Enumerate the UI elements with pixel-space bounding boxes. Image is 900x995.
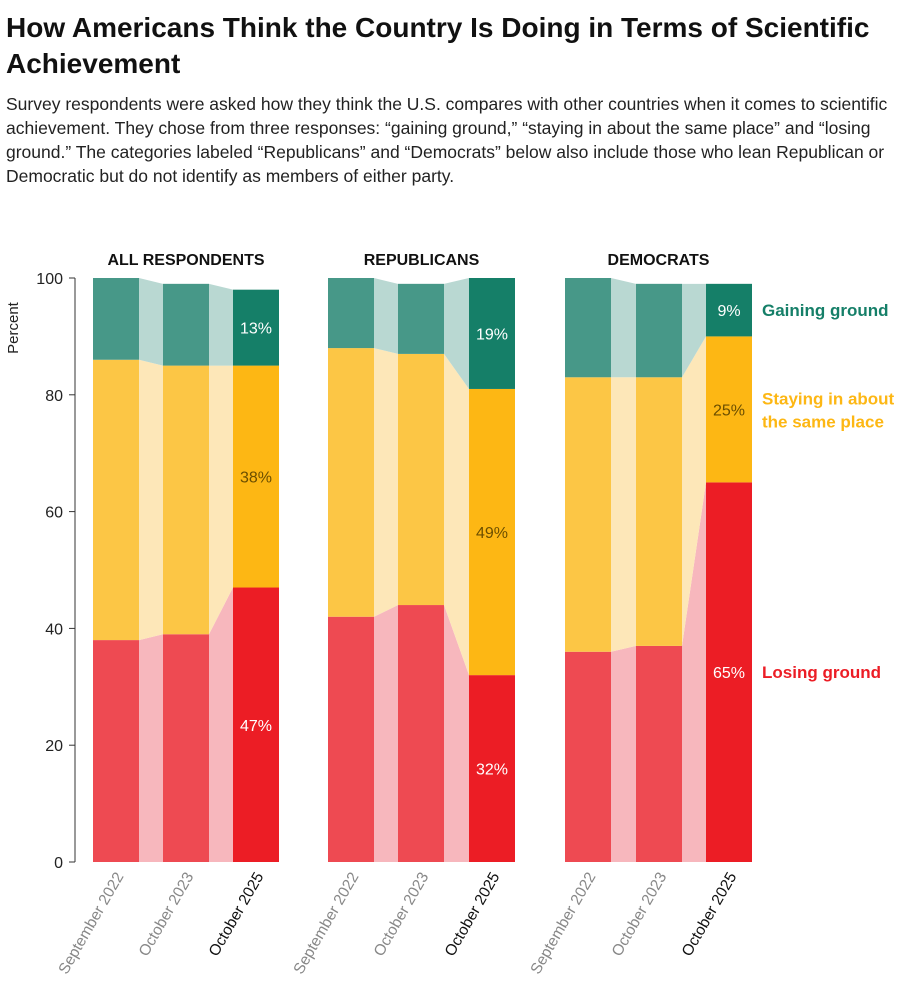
staying-connector-band: [611, 377, 636, 652]
gaining-bar-segment: [233, 289, 279, 366]
data-label-losing: 65%: [713, 665, 745, 682]
y-axis-label: Percent: [5, 301, 22, 354]
gaining-bar-segment: [469, 278, 515, 389]
losing-bar-segment: [398, 605, 444, 862]
series-label-gaining: Gaining ground: [762, 301, 889, 320]
gaining-connector-band: [209, 283, 233, 366]
x-tick-label: September 2022: [527, 870, 599, 978]
data-label-losing: 47%: [240, 718, 272, 735]
gaining-bar-segment: [706, 283, 752, 337]
losing-connector-band: [611, 645, 636, 862]
gaining-bar-segment: [565, 278, 611, 378]
x-tick-label: October 2025: [442, 870, 504, 960]
staying-bar-segment: [636, 377, 682, 646]
series-label-losing: Losing ground: [762, 663, 881, 682]
data-label-gaining: 19%: [476, 326, 508, 343]
panel-title: ALL RESPONDENTS: [107, 252, 264, 269]
staying-connector-band: [682, 336, 706, 646]
losing-connector-band: [374, 605, 398, 862]
losing-bar-segment: [565, 651, 611, 862]
x-tick-label: October 2025: [679, 870, 741, 960]
losing-connector-band: [139, 634, 163, 862]
staying-connector-band: [139, 359, 163, 641]
y-tick-label: 100: [36, 271, 63, 288]
losing-bar-segment: [93, 640, 139, 862]
series-label-staying: Staying in about: [762, 389, 895, 408]
losing-bar-segment: [706, 482, 752, 862]
staying-bar-segment: [93, 359, 139, 641]
staying-bar-segment: [469, 388, 515, 676]
staying-bar-segment: [398, 353, 444, 606]
staying-connector-band: [209, 365, 233, 635]
gaining-connector-band: [611, 278, 636, 378]
data-label-gaining: 9%: [717, 303, 740, 320]
losing-connector-band: [682, 482, 706, 862]
losing-bar-segment: [163, 634, 209, 862]
staying-bar-segment: [328, 348, 374, 617]
gaining-bar-segment: [398, 283, 444, 354]
gaining-bar-segment: [636, 283, 682, 378]
data-label-gaining: 13%: [240, 321, 272, 338]
y-tick-label: 40: [45, 621, 63, 638]
staying-bar-segment: [233, 365, 279, 588]
losing-bar-segment: [233, 587, 279, 862]
gaining-bar-segment: [93, 278, 139, 360]
losing-bar-segment: [328, 616, 374, 862]
gaining-connector-band: [682, 283, 706, 378]
x-tick-label: September 2022: [290, 870, 362, 978]
staying-connector-band: [374, 348, 398, 617]
staying-bar-segment: [565, 377, 611, 652]
data-label-staying: 38%: [240, 470, 272, 487]
staying-connector-band: [444, 353, 469, 676]
x-tick-label: October 2025: [206, 870, 268, 960]
gaining-connector-band: [444, 278, 469, 389]
data-label-staying: 25%: [713, 402, 745, 419]
x-tick-label: October 2023: [609, 870, 671, 960]
x-tick-label: September 2022: [55, 870, 127, 978]
panel-title: REPUBLICANS: [364, 252, 480, 269]
gaining-bar-segment: [328, 278, 374, 349]
panel-title: DEMOCRATS: [608, 252, 710, 269]
chart-title: How Americans Think the Country Is Doing…: [6, 12, 870, 79]
x-tick-label: October 2023: [371, 870, 433, 960]
y-tick-label: 60: [45, 505, 63, 522]
gaining-connector-band: [139, 278, 163, 366]
gaining-bar-segment: [163, 283, 209, 366]
y-tick-label: 0: [54, 855, 63, 872]
losing-connector-band: [444, 605, 469, 862]
losing-bar-segment: [469, 675, 515, 862]
x-tick-label: October 2023: [136, 870, 198, 960]
losing-connector-band: [209, 587, 233, 862]
y-tick-label: 20: [45, 738, 63, 755]
losing-bar-segment: [636, 645, 682, 862]
data-label-losing: 32%: [476, 762, 508, 779]
chart-subtitle: Survey respondents were asked how they t…: [6, 94, 888, 186]
y-tick-label: 80: [45, 388, 63, 405]
gaining-connector-band: [374, 278, 398, 354]
staying-bar-segment: [706, 336, 752, 483]
series-label-staying: the same place: [762, 412, 884, 431]
staying-bar-segment: [163, 365, 209, 635]
data-label-staying: 49%: [476, 525, 508, 542]
